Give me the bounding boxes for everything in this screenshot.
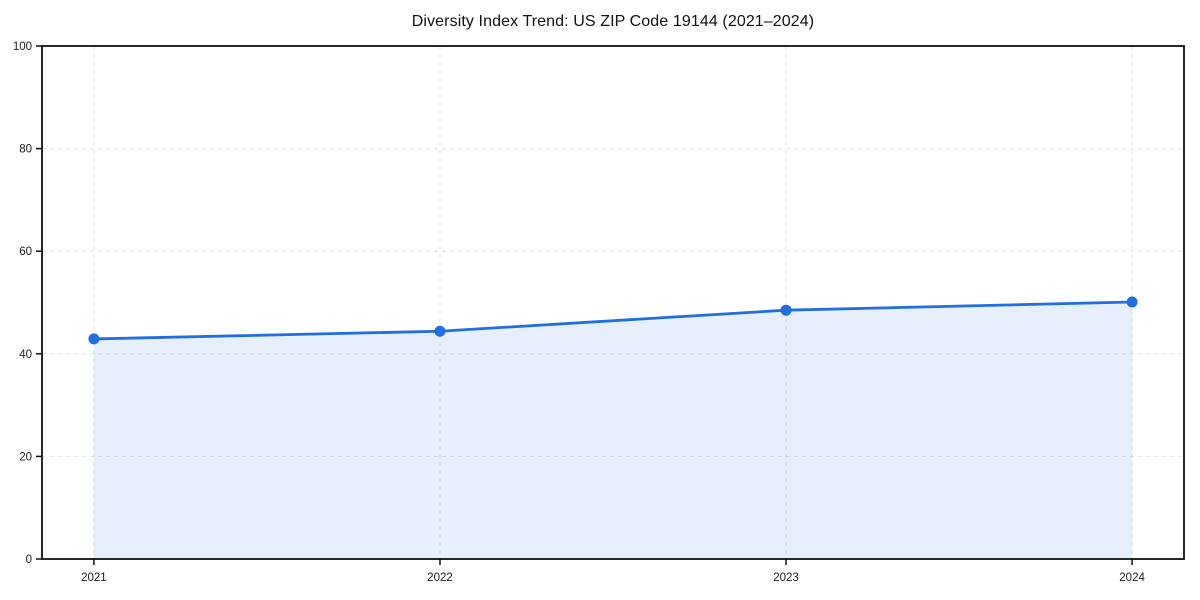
x-tick-label: 2021 — [81, 572, 107, 584]
y-tick-label: 0 — [26, 554, 32, 566]
y-tick-label: 100 — [13, 41, 32, 53]
y-tick-label: 40 — [19, 349, 32, 361]
data-point — [780, 304, 792, 316]
x-tick-label: 2024 — [1119, 572, 1145, 584]
data-point — [88, 333, 100, 345]
x-tick-label: 2023 — [773, 572, 799, 584]
y-tick-label: 20 — [19, 451, 32, 463]
y-tick-label: 80 — [19, 144, 32, 156]
trend-line — [92, 300, 1134, 341]
y-tick-label: 60 — [19, 246, 32, 258]
data-point — [1126, 296, 1138, 308]
plot-border — [41, 45, 1185, 560]
chart-title: Diversity Index Trend: US ZIP Code 19144… — [411, 13, 815, 30]
area-fill — [93, 301, 1133, 559]
data-point — [434, 325, 446, 337]
x-tick-label: 2022 — [427, 572, 453, 584]
